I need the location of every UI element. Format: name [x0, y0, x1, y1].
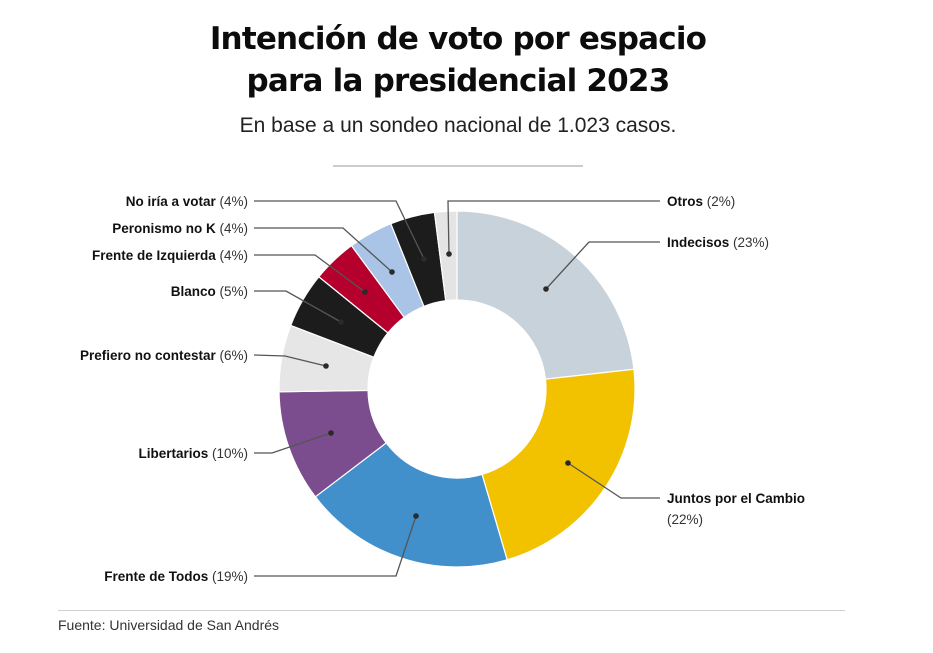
- slice-juntos-por-el-cambio: [481, 368, 636, 561]
- leader-dot: [446, 251, 452, 257]
- title-divider: [333, 165, 583, 167]
- slice-frente-de-todos: [314, 442, 508, 568]
- slice-indecisos: [456, 210, 635, 380]
- leader-line: [254, 227, 393, 273]
- slice-labels: Indecisos (23%) Juntos por el Cambio (22%)…: [80, 194, 805, 584]
- footer-divider: [58, 610, 845, 611]
- leader-dot: [328, 430, 334, 436]
- slice-label-value: (4%): [216, 248, 248, 263]
- leader-line: [545, 241, 660, 290]
- leader-dot: [338, 319, 344, 325]
- slice-label-name: Blanco: [171, 284, 216, 299]
- leader-line: [254, 432, 332, 454]
- slice-label-value: (4%): [216, 221, 248, 236]
- leader-line: [254, 515, 417, 577]
- slice-label-value: (22%): [667, 512, 703, 527]
- slice-label-name: Prefiero no contestar: [80, 348, 217, 363]
- slice-label-value: (10%): [208, 446, 248, 461]
- slice-label-name: Libertarios: [138, 446, 208, 461]
- donut-slices: [278, 210, 636, 568]
- slice-label: Frente de Todos (19%): [104, 569, 248, 584]
- chart-subtitle: En base a un sondeo nacional de 1.023 ca…: [239, 114, 677, 137]
- slice-label-name: Frente de Izquierda: [92, 248, 216, 263]
- slice-label: Prefiero no contestar (6%): [80, 348, 248, 363]
- leader-dot: [323, 363, 329, 369]
- slice-label-value: (23%): [729, 235, 769, 250]
- slice-label: Libertarios (10%): [138, 446, 248, 461]
- leader-lines: [253, 200, 660, 577]
- slice-label-name: Indecisos: [667, 235, 729, 250]
- source-note: Fuente: Universidad de San Andrés: [58, 617, 280, 633]
- slice-label: Frente de Izquierda (4%): [92, 248, 248, 263]
- slice-label-value: (2%): [703, 194, 735, 209]
- leader-dot: [413, 513, 419, 519]
- leader-line: [254, 200, 425, 260]
- slice-label-value: (19%): [208, 569, 248, 584]
- slice-label-name: Otros: [667, 194, 703, 209]
- slice-label: Blanco (5%): [171, 284, 248, 299]
- leader-line: [254, 254, 366, 293]
- leader-line: [253, 354, 327, 367]
- slice-label-name: Juntos por el Cambio: [667, 491, 805, 506]
- chart-title: Intención de voto por espacio para la pr…: [0, 18, 916, 102]
- leader-dot: [389, 269, 395, 275]
- chart-title-line-2: para la presidencial 2023: [246, 63, 671, 99]
- leader-dot: [362, 289, 368, 295]
- slice-label-name: Peronismo no K: [112, 221, 216, 236]
- leader-line: [447, 200, 660, 255]
- leader-dot: [421, 256, 427, 262]
- slice-label-name: No iría a votar: [126, 194, 217, 209]
- leader-dot: [543, 286, 549, 292]
- leader-dot: [565, 460, 571, 466]
- slice-label-value: (5%): [216, 284, 248, 299]
- slice-label: No iría a votar (4%): [126, 194, 248, 209]
- slice-otros: [433, 210, 458, 302]
- slice-label-value: (6%): [216, 348, 248, 363]
- leader-line: [254, 290, 342, 323]
- slice-label: Indecisos (23%): [667, 235, 769, 250]
- chart-title-line-1: Intención de voto por espacio: [209, 21, 707, 57]
- slice-label-value: (4%): [216, 194, 248, 209]
- slice-label: Peronismo no K (4%): [112, 221, 248, 236]
- leader-line: [567, 462, 660, 499]
- slice-label: Juntos por el Cambio (22%): [667, 491, 805, 527]
- slice-label: Otros (2%): [667, 194, 735, 209]
- slice-label-name: Frente de Todos: [104, 569, 208, 584]
